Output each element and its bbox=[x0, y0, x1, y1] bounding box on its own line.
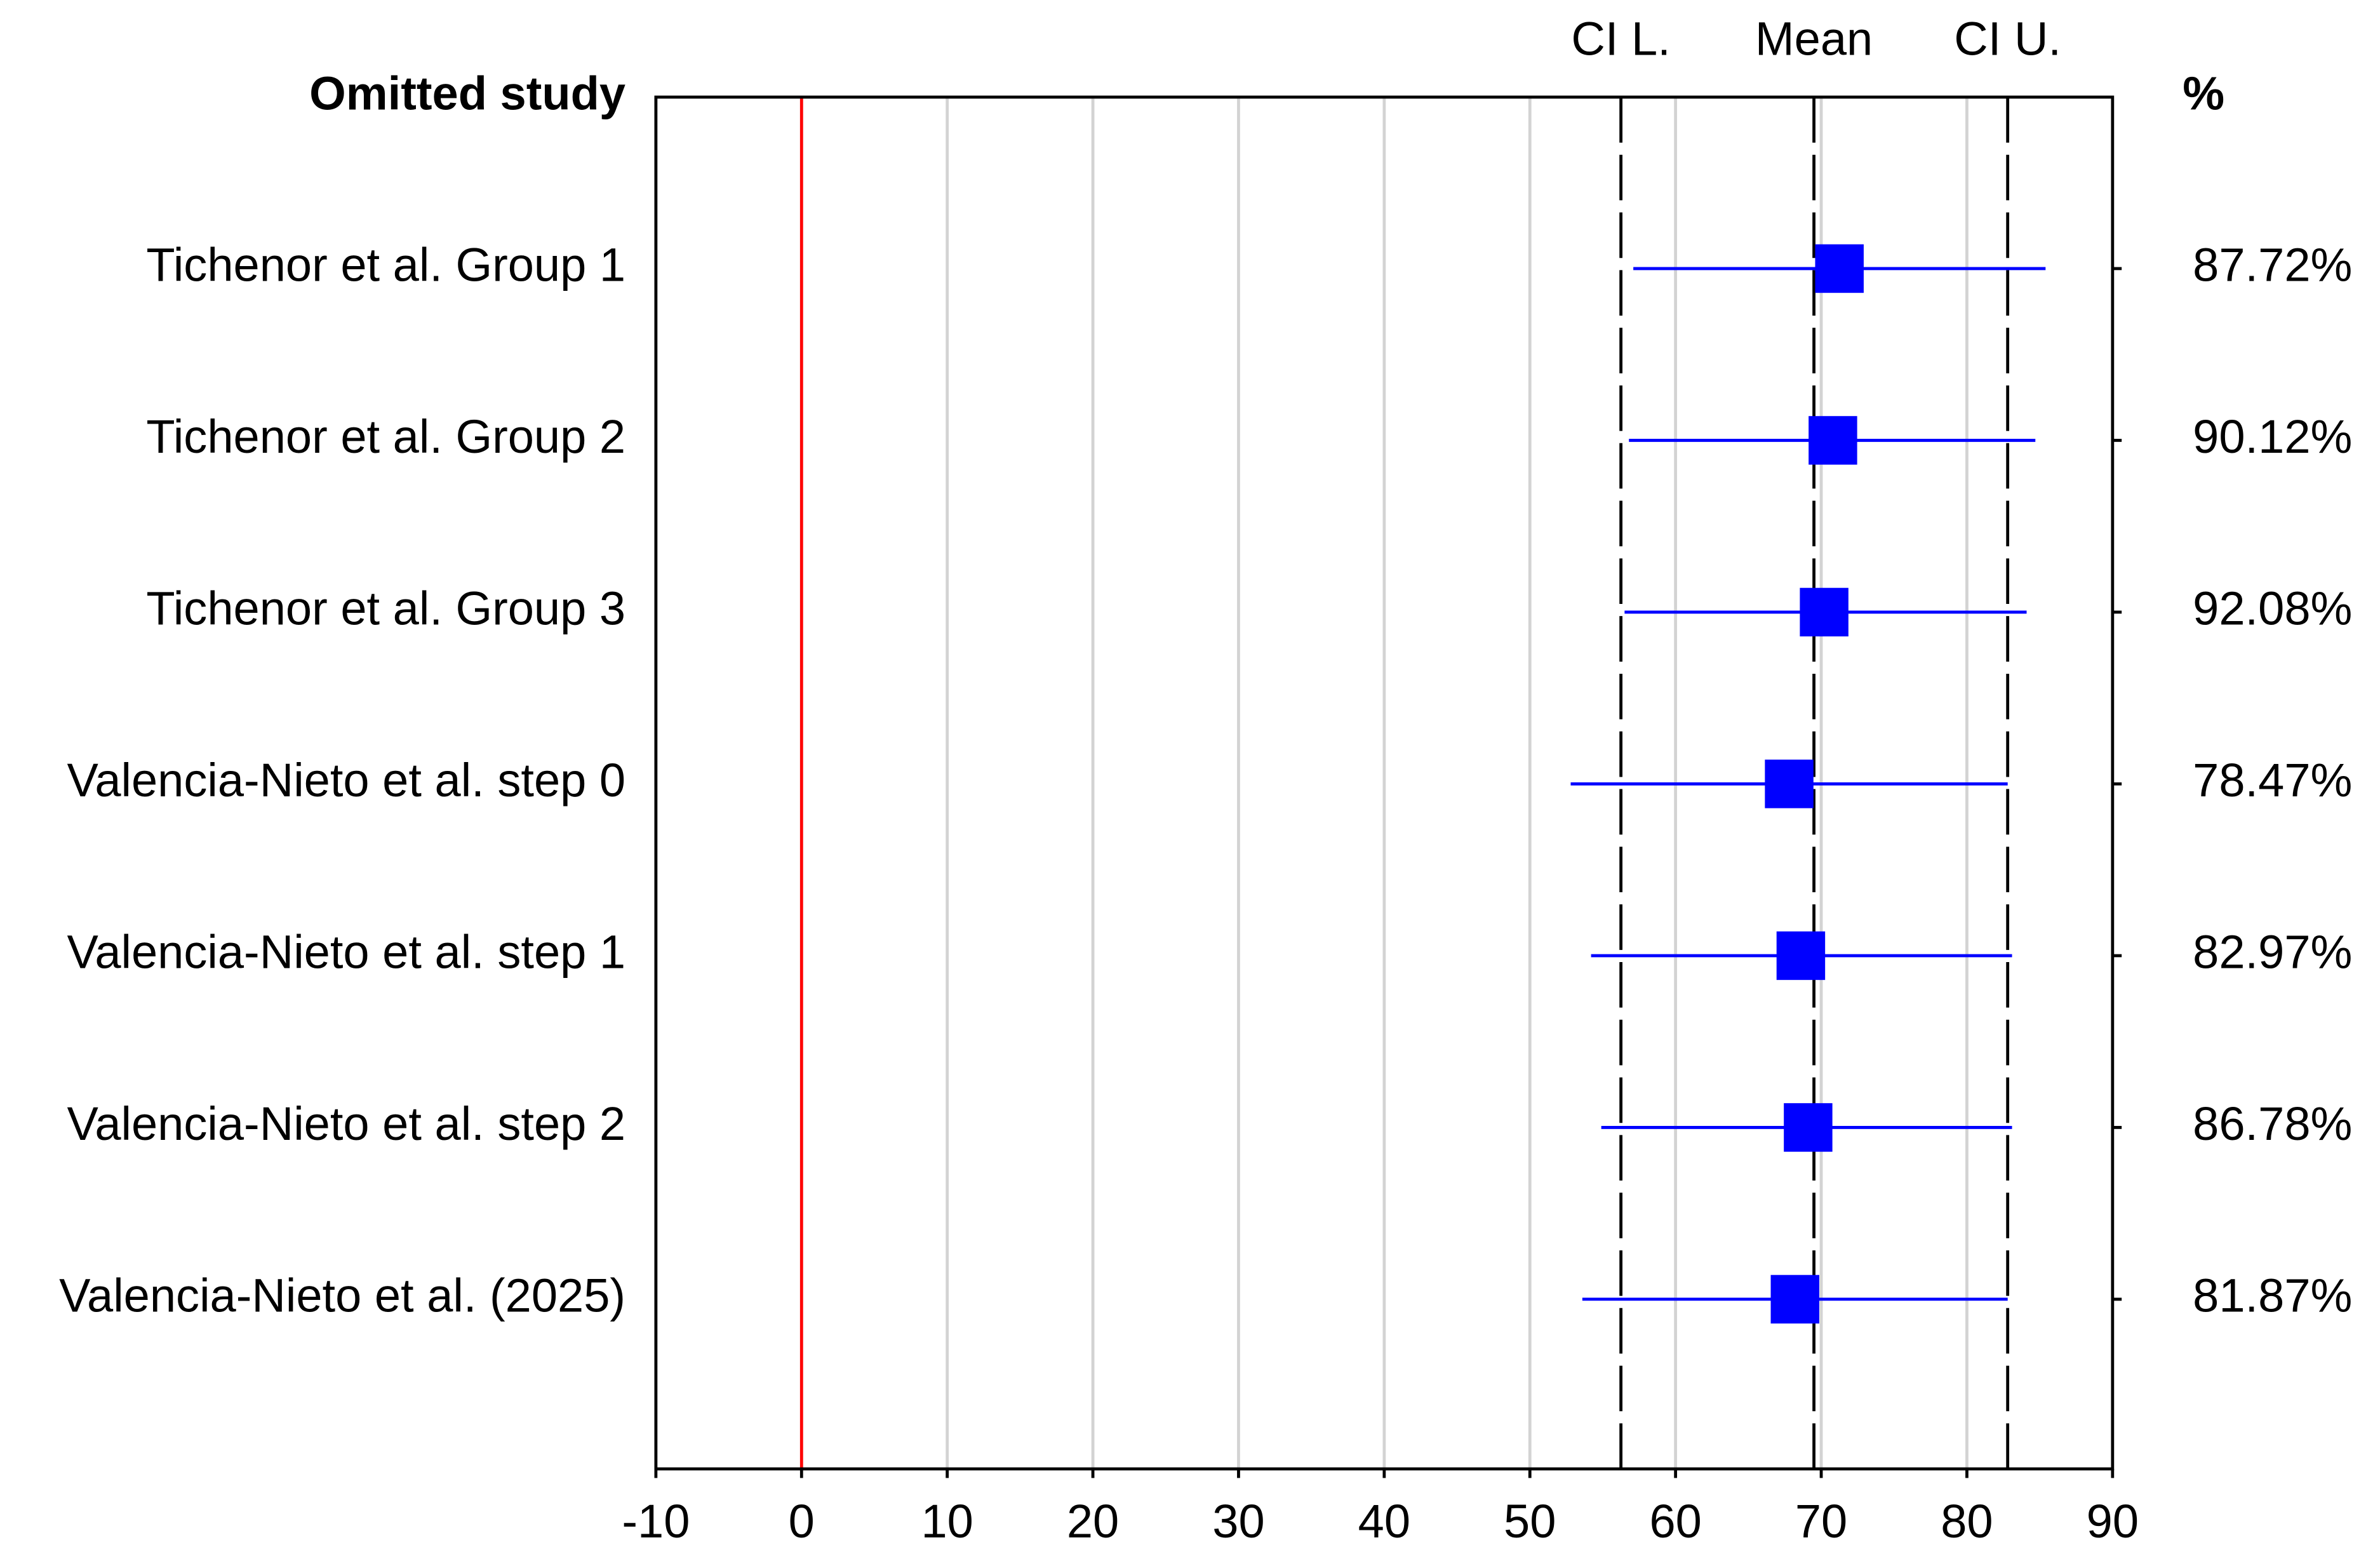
x-tick-label: 10 bbox=[921, 1495, 973, 1548]
mean-marker bbox=[1765, 760, 1814, 808]
study-label: Valencia-Nieto et al. step 2 bbox=[67, 1097, 625, 1150]
row-header: Omitted study bbox=[309, 67, 625, 119]
summary-label: Mean bbox=[1755, 12, 1873, 65]
percent-label: 92.08% bbox=[2193, 582, 2352, 635]
x-tick-label: 20 bbox=[1067, 1495, 1119, 1548]
x-tick-label: -10 bbox=[622, 1495, 690, 1548]
x-tick-label: 0 bbox=[789, 1495, 815, 1548]
percent-label: 87.72% bbox=[2193, 239, 2352, 291]
x-tick-label: 90 bbox=[2087, 1495, 2139, 1548]
mean-marker bbox=[1808, 416, 1857, 465]
summary-label: CI U. bbox=[1954, 12, 2061, 65]
summary-label: CI L. bbox=[1571, 12, 1670, 65]
percent-label: 90.12% bbox=[2193, 410, 2352, 463]
study-label: Tichenor et al. Group 2 bbox=[146, 410, 625, 463]
x-tick-label: 80 bbox=[1941, 1495, 1993, 1548]
x-tick-label: 60 bbox=[1649, 1495, 1701, 1548]
study-label: Tichenor et al. Group 1 bbox=[146, 239, 625, 291]
percent-label: 78.47% bbox=[2193, 754, 2352, 806]
x-tick-label: 30 bbox=[1212, 1495, 1264, 1548]
mean-marker bbox=[1770, 1275, 1819, 1324]
mean-marker bbox=[1800, 587, 1849, 637]
percent-label: 81.87% bbox=[2193, 1269, 2352, 1322]
study-label: Tichenor et al. Group 3 bbox=[146, 582, 625, 635]
mean-marker bbox=[1784, 1103, 1833, 1152]
mean-marker bbox=[1776, 931, 1826, 980]
percent-label: 82.97% bbox=[2193, 925, 2352, 978]
mean-marker bbox=[1815, 244, 1864, 293]
study-label: Valencia-Nieto et al. step 1 bbox=[67, 925, 625, 978]
x-tick-label: 70 bbox=[1795, 1495, 1847, 1548]
study-label: Valencia-Nieto et al. (2025) bbox=[59, 1269, 625, 1322]
x-tick-label: 50 bbox=[1504, 1495, 1556, 1548]
percent-header: % bbox=[2183, 67, 2224, 119]
x-tick-label: 40 bbox=[1358, 1495, 1410, 1548]
percent-label: 86.78% bbox=[2193, 1097, 2352, 1150]
study-label: Valencia-Nieto et al. step 0 bbox=[67, 754, 625, 806]
